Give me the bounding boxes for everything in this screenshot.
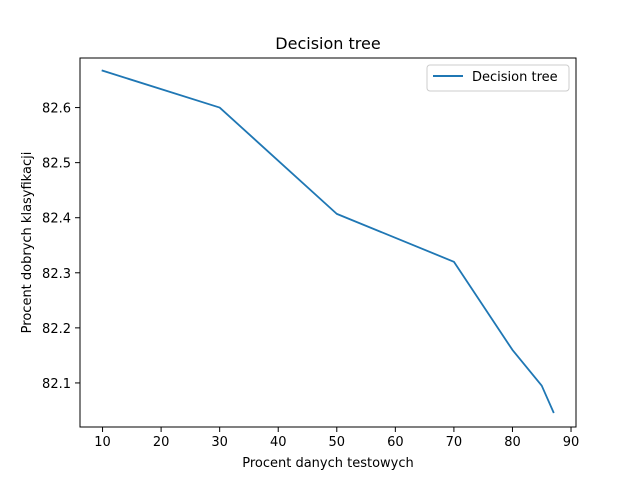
x-tick-label: 80 [504,435,521,450]
series-layer [101,69,555,414]
x-axis-ticks: 10 20 30 40 50 60 70 80 90 [94,427,579,450]
y-axis-label: Procent dobrych klasyfikacji [20,152,35,334]
legend-box [426,64,570,92]
x-tick-label: 50 [329,435,346,450]
y-tick-label: 82.3 [42,267,71,282]
x-tick-label: 70 [446,435,463,450]
x-axis-label: Procent danych testowych [242,456,414,471]
y-tick-label: 82.4 [42,212,71,227]
x-tick-label: 30 [211,435,228,450]
legend: Decision tree [426,64,570,92]
x-tick-label: 20 [153,435,170,450]
x-tick-label: 60 [387,435,404,450]
chart-title: Decision tree [275,34,380,53]
plot-area [79,57,577,428]
y-axis-ticks: 82.1 82.2 82.3 82.4 82.5 82.6 [42,102,80,392]
x-tick-label: 10 [94,435,111,450]
y-tick-label: 82.5 [42,157,71,172]
y-tick-label: 82.1 [42,377,71,392]
y-tick-label: 82.6 [42,102,71,117]
y-tick-label: 82.2 [42,322,71,337]
legend-label: Decision tree [472,70,558,85]
x-tick-label: 90 [563,435,580,450]
x-tick-label: 40 [270,435,287,450]
